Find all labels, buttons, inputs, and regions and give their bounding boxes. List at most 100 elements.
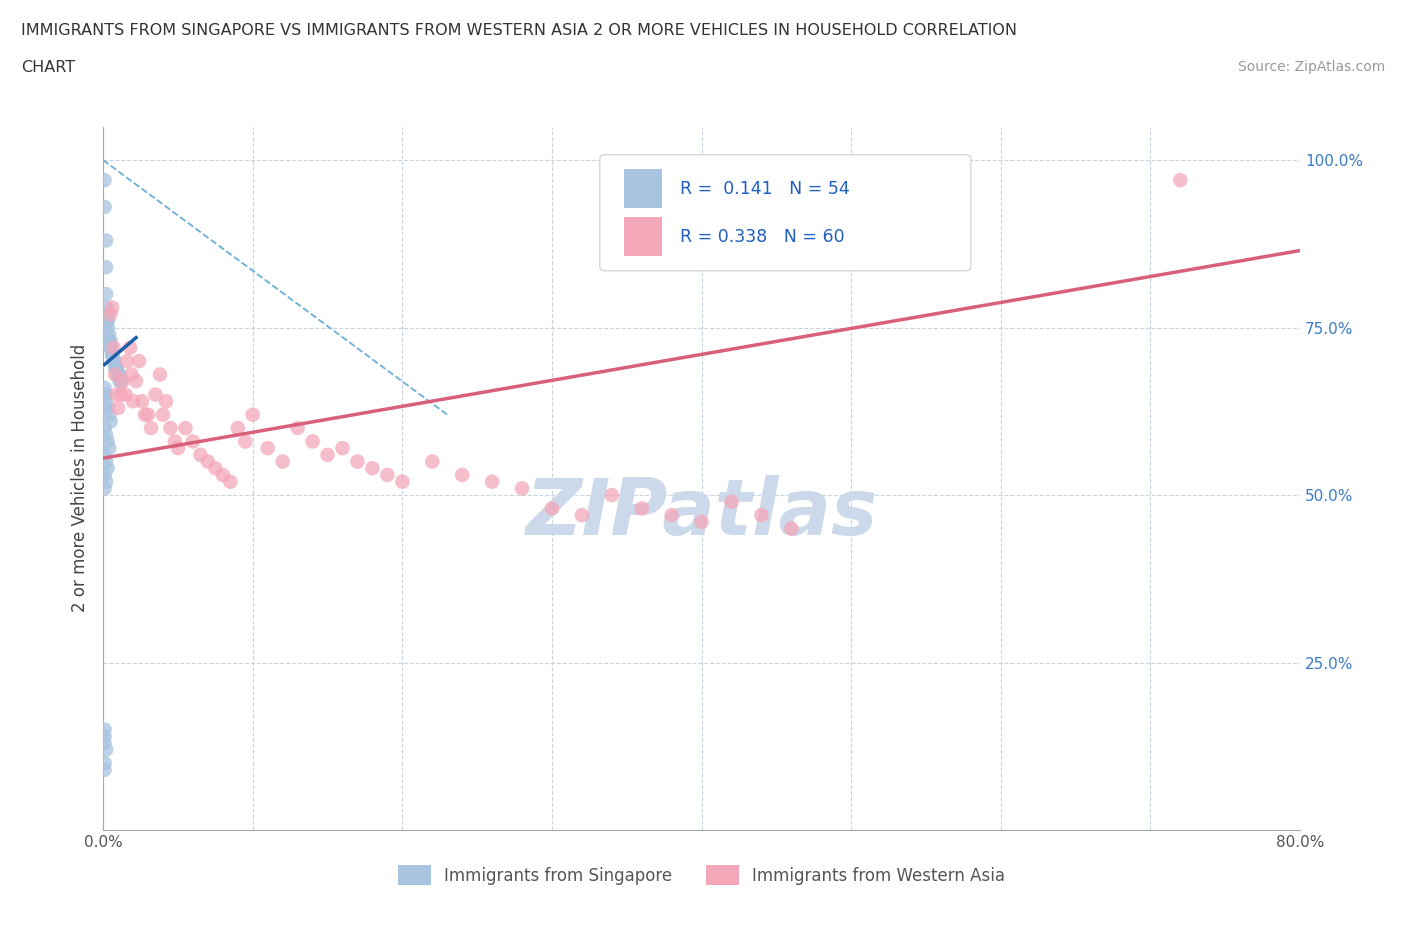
Point [94, 474, 117, 489]
Point [242, 407, 264, 422]
Point [233, 434, 256, 449]
Point [103, 340, 125, 355]
Point [97, 401, 120, 416]
Point [93, 729, 115, 744]
Point [98, 326, 121, 341]
Point [145, 387, 167, 402]
Point [93, 447, 115, 462]
Point [110, 374, 132, 389]
Point [121, 367, 143, 382]
Point [101, 347, 124, 362]
Point [287, 420, 309, 435]
Point [93, 763, 115, 777]
Point [125, 374, 148, 389]
Point [377, 468, 399, 483]
Point [481, 474, 503, 489]
Point [94, 286, 117, 301]
Text: R =  0.141   N = 54: R = 0.141 N = 54 [681, 179, 849, 198]
Point [510, 481, 533, 496]
Point [104, 353, 127, 368]
Point [94, 393, 117, 408]
Point [256, 441, 278, 456]
Point [115, 353, 138, 368]
Point [93, 722, 115, 737]
Point [332, 441, 354, 456]
Point [98, 334, 121, 349]
Point [97, 313, 120, 328]
Point [219, 474, 242, 489]
Point [661, 508, 683, 523]
Point [97, 434, 120, 449]
Point [1168, 173, 1191, 188]
Point [94, 300, 117, 315]
Point [98, 441, 121, 456]
Point [93, 387, 115, 402]
Point [163, 434, 186, 449]
Point [271, 454, 294, 469]
Point [122, 393, 145, 408]
Point [541, 501, 564, 516]
Point [159, 420, 181, 435]
Point [105, 360, 128, 375]
Point [128, 353, 150, 368]
Point [780, 521, 803, 536]
Point [114, 387, 136, 402]
Point [100, 334, 122, 349]
Point [107, 367, 129, 382]
Point [131, 393, 153, 408]
Point [600, 487, 623, 502]
Text: R = 0.338   N = 60: R = 0.338 N = 60 [681, 228, 845, 246]
Point [167, 441, 190, 456]
Point [97, 307, 120, 322]
Point [93, 200, 115, 215]
Point [94, 454, 117, 469]
Point [97, 461, 120, 476]
Point [100, 340, 122, 355]
Bar [624, 169, 662, 208]
Point [97, 401, 120, 416]
Point [100, 340, 122, 355]
Point [190, 447, 212, 462]
Point [152, 407, 174, 422]
Point [110, 374, 132, 389]
Point [101, 347, 124, 362]
Point [108, 374, 131, 389]
Point [720, 495, 742, 510]
Point [204, 461, 226, 476]
Point [93, 481, 115, 496]
Point [149, 367, 172, 382]
Point [97, 313, 120, 328]
Point [98, 407, 121, 422]
Point [93, 380, 115, 395]
Text: IMMIGRANTS FROM SINGAPORE VS IMMIGRANTS FROM WESTERN ASIA 2 OR MORE VEHICLES IN : IMMIGRANTS FROM SINGAPORE VS IMMIGRANTS … [21, 23, 1017, 38]
Point [451, 468, 474, 483]
Point [100, 307, 122, 322]
Point [97, 320, 120, 335]
Point [361, 461, 384, 476]
Point [94, 742, 117, 757]
Point [181, 434, 204, 449]
Point [136, 407, 159, 422]
Point [104, 360, 127, 375]
Point [120, 340, 142, 355]
Point [420, 454, 443, 469]
Point [690, 514, 713, 529]
Point [101, 300, 124, 315]
Point [93, 468, 115, 483]
Point [301, 434, 323, 449]
Point [139, 420, 162, 435]
Text: ZIPatlas: ZIPatlas [526, 475, 877, 551]
Text: Source: ZipAtlas.com: Source: ZipAtlas.com [1237, 60, 1385, 74]
Point [105, 360, 128, 375]
Point [104, 367, 127, 382]
Point [174, 420, 197, 435]
Point [391, 474, 413, 489]
Point [111, 374, 134, 389]
Point [316, 447, 339, 462]
Point [110, 387, 132, 402]
Point [103, 353, 125, 368]
Point [107, 401, 129, 416]
Legend: Immigrants from Singapore, Immigrants from Western Asia: Immigrants from Singapore, Immigrants fr… [391, 858, 1012, 892]
Point [94, 427, 117, 442]
Point [93, 736, 115, 751]
